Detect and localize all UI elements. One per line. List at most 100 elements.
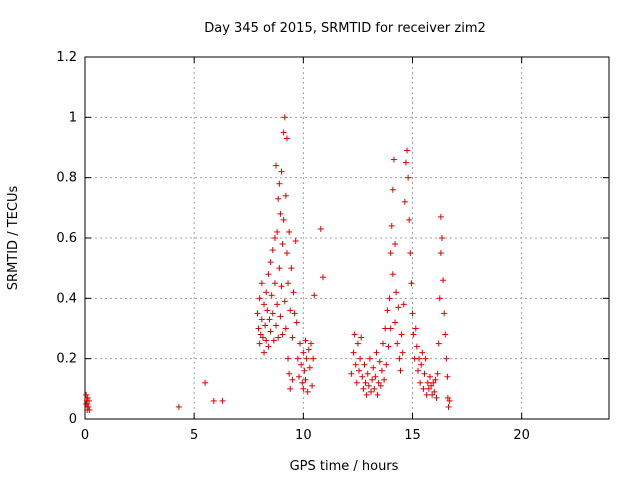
- data-point: [301, 367, 308, 374]
- data-point: [392, 319, 399, 326]
- data-point: [210, 397, 217, 404]
- data-point: [366, 355, 373, 362]
- data-point: [281, 298, 288, 305]
- data-point: [283, 135, 290, 142]
- data-point: [362, 379, 369, 386]
- data-point: [389, 271, 396, 278]
- data-point: [271, 235, 278, 241]
- data-point: [424, 379, 431, 386]
- data-point: [404, 147, 411, 154]
- data-point: [405, 174, 412, 181]
- data-point: [317, 225, 324, 232]
- data-point: [388, 222, 395, 229]
- data-point: [277, 313, 284, 320]
- data-point: [360, 385, 367, 392]
- data-point: [286, 370, 293, 377]
- data-point: [307, 340, 314, 347]
- data-point: [282, 192, 289, 199]
- data-point: [291, 310, 298, 317]
- data-point: [289, 376, 296, 383]
- data-point: [298, 361, 305, 368]
- data-point: [275, 195, 282, 202]
- data-point: [273, 162, 280, 169]
- data-point: [309, 382, 316, 389]
- data-point: [319, 274, 326, 281]
- data-point: [410, 331, 417, 338]
- data-point: [381, 376, 388, 383]
- data-point: [444, 373, 451, 380]
- data-point: [269, 310, 276, 317]
- data-point: [384, 307, 391, 314]
- data-point: [297, 340, 304, 347]
- data-point: [287, 307, 294, 314]
- data-point: [175, 403, 182, 410]
- data-point: [385, 343, 392, 350]
- axis-ticks: 0 0.2 0.4 0.6 0.8 1 1.2 0 5 10 15 20: [56, 50, 609, 443]
- data-point: [304, 388, 311, 395]
- data-point: [356, 367, 363, 374]
- data-point: [373, 349, 380, 356]
- data-point: [292, 238, 299, 245]
- data-point: [363, 391, 370, 398]
- data-point: [365, 382, 372, 389]
- data-point: [419, 349, 426, 356]
- data-point: [407, 250, 414, 257]
- data-point: [256, 340, 263, 347]
- data-point: [282, 325, 289, 332]
- data-point: [426, 373, 433, 380]
- data-point: [412, 325, 419, 332]
- data-point: [276, 265, 283, 272]
- data-point: [219, 397, 226, 404]
- data-point: [265, 343, 272, 350]
- data-point: [256, 295, 263, 302]
- data-point: [393, 289, 400, 296]
- data-points: [83, 114, 453, 413]
- data-point: [387, 250, 394, 257]
- data-point: [425, 385, 432, 392]
- data-point: [266, 316, 273, 323]
- data-point: [440, 277, 447, 284]
- data-point: [263, 337, 270, 344]
- data-point: [310, 355, 317, 362]
- data-point: [83, 400, 90, 407]
- data-point: [261, 301, 268, 308]
- data-point: [432, 376, 439, 383]
- x-tick-label: 5: [190, 428, 198, 443]
- data-point: [258, 316, 265, 323]
- data-point: [394, 340, 401, 347]
- data-point: [262, 322, 269, 329]
- data-point: [359, 373, 366, 380]
- data-point: [302, 337, 309, 344]
- data-point: [395, 304, 402, 311]
- data-point: [271, 280, 278, 287]
- data-point: [84, 406, 91, 413]
- x-tick-label: 10: [295, 428, 312, 443]
- data-point: [287, 385, 294, 392]
- data-point: [279, 331, 286, 338]
- data-point: [420, 385, 427, 392]
- data-point: [402, 159, 409, 166]
- x-axis-label: GPS time / hours: [290, 459, 399, 474]
- data-point: [353, 379, 360, 386]
- data-point: [267, 328, 274, 335]
- data-point: [83, 391, 90, 398]
- y-tick-label: 0.2: [56, 352, 77, 367]
- data-point: [361, 361, 368, 368]
- data-point: [428, 382, 435, 389]
- data-point: [280, 216, 287, 223]
- data-point: [382, 325, 389, 332]
- y-tick-label: 1.2: [56, 50, 77, 65]
- data-point: [265, 271, 272, 278]
- data-point: [278, 168, 285, 175]
- data-point: [276, 180, 283, 187]
- data-point: [437, 213, 444, 220]
- data-point: [443, 355, 450, 362]
- data-point: [445, 403, 452, 410]
- data-point: [389, 186, 396, 193]
- data-point: [369, 376, 376, 383]
- data-point: [255, 325, 262, 332]
- data-point: [302, 376, 309, 383]
- chart-title: Day 345 of 2015, SRMTID for receiver zim…: [204, 21, 486, 36]
- data-point: [371, 385, 378, 392]
- data-point: [358, 334, 365, 341]
